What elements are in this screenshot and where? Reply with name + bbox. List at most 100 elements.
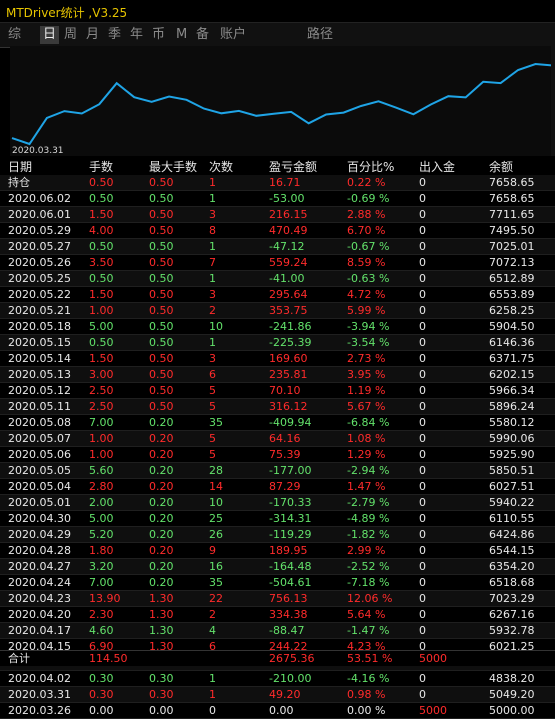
equity-line-svg bbox=[11, 62, 554, 146]
tab-7[interactable]: M bbox=[176, 27, 188, 42]
cell-cash-flow: 0 bbox=[419, 352, 426, 365]
cell-date: 2020.04.15 bbox=[8, 640, 71, 653]
table-row[interactable]: 持仓 0.50 0.50 1 16.71 0.22 % 0 7658.65 bbox=[0, 175, 555, 191]
table-row[interactable]: 2020.05.04 2.80 0.20 14 87.29 1.47 % 0 6027.51 bbox=[0, 479, 555, 495]
cell-balance: 5940.22 bbox=[489, 496, 535, 509]
cell-max-lots: 0.50 bbox=[149, 400, 174, 413]
cell-count: 1 bbox=[209, 688, 216, 701]
table-row[interactable]: 2020.05.05 5.60 0.20 28 -177.00 -2.94 % 0 5850.… bbox=[0, 463, 555, 479]
table-row[interactable]: 2020.05.12 2.50 0.50 5 70.10 1.19 % 0 5966.34 bbox=[0, 383, 555, 399]
tab-10[interactable]: 路径 bbox=[307, 27, 334, 42]
tab-2[interactable]: 周 bbox=[64, 27, 78, 42]
cell-percent: 3.95 % bbox=[347, 368, 386, 381]
cell-pnl: -41.00 bbox=[269, 272, 305, 285]
header-lots[interactable]: 手数 bbox=[89, 160, 114, 174]
cell-cash-flow: 0 bbox=[419, 608, 426, 621]
cell-cash-flow: 0 bbox=[419, 400, 426, 413]
cell-balance: 7072.13 bbox=[489, 256, 535, 269]
cell-count: 5 bbox=[209, 432, 216, 445]
tab-5[interactable]: 年 bbox=[130, 27, 144, 42]
cell-percent: 5.67 % bbox=[347, 400, 386, 413]
cell-cash-flow: 0 bbox=[419, 432, 426, 445]
cell-max-lots: 0.20 bbox=[149, 560, 174, 573]
cell-cash-flow: 0 bbox=[419, 240, 426, 253]
cell-date: 持仓 bbox=[8, 176, 30, 189]
cell-lots: 0.30 bbox=[89, 672, 114, 685]
tab-6[interactable]: 币 bbox=[152, 27, 166, 42]
table-row[interactable]: 2020.05.18 5.00 0.50 10 -241.86 -3.94 % 0 5904.… bbox=[0, 319, 555, 335]
cell-percent: -3.54 % bbox=[347, 336, 390, 349]
header-pnl[interactable]: 盈亏金额 bbox=[269, 160, 318, 174]
table-row[interactable]: 2020.04.17 4.60 1.30 4 -88.47 -1.47 % 0 5932.78 bbox=[0, 623, 555, 639]
cell-count: 26 bbox=[209, 528, 223, 541]
table-row[interactable]: 2020.05.13 3.00 0.50 6 235.81 3.95 % 0 6202.15 bbox=[0, 367, 555, 383]
table-row[interactable]: 2020.05.14 1.50 0.50 3 169.60 2.73 % 0 6371.75 bbox=[0, 351, 555, 367]
cell-pnl: 756.13 bbox=[269, 592, 308, 605]
cell-lots: 5.60 bbox=[89, 464, 114, 477]
cell-pnl: -47.12 bbox=[269, 240, 305, 253]
header-count[interactable]: 次数 bbox=[209, 160, 234, 174]
tab-8[interactable]: 备 bbox=[196, 27, 210, 42]
table-row[interactable]: 2020.03.26 0.00 0.00 0 0.00 0.00 % 5000 5000.00 bbox=[0, 703, 555, 719]
cell-lots: 3.00 bbox=[89, 368, 114, 381]
cell-percent: -6.84 % bbox=[347, 416, 390, 429]
table-row[interactable]: 2020.04.28 1.80 0.20 9 189.95 2.99 % 0 6544.15 bbox=[0, 543, 555, 559]
table-row[interactable]: 2020.04.02 0.30 0.30 1 -210.00 -4.16 % 0 4838.2… bbox=[0, 671, 555, 687]
table-row[interactable]: 2020.05.11 2.50 0.50 5 316.12 5.67 % 0 5896.24 bbox=[0, 399, 555, 415]
tab-9[interactable]: 账户 bbox=[220, 27, 247, 42]
tab-3[interactable]: 月 bbox=[86, 27, 100, 42]
table-row[interactable]: 2020.05.01 2.00 0.20 10 -170.33 -2.79 % 0 5940.… bbox=[0, 495, 555, 511]
chart-scrollbar[interactable] bbox=[551, 46, 555, 156]
header-percent[interactable]: 百分比% bbox=[347, 160, 395, 174]
cell-max-lots: 0.50 bbox=[149, 256, 174, 269]
cell-date: 2020.05.29 bbox=[8, 224, 71, 237]
table-row[interactable]: 2020.05.25 0.50 0.50 1 -41.00 -0.63 % 0 6512.89 bbox=[0, 271, 555, 287]
table-row[interactable]: 2020.04.23 13.90 1.30 22 756.13 12.06 % 0 7023.… bbox=[0, 591, 555, 607]
cell-max-lots: 0.00 bbox=[149, 704, 174, 717]
table-row[interactable]: 2020.05.06 1.00 0.20 5 75.39 1.29 % 0 5925.90 bbox=[0, 447, 555, 463]
total-percent: 53.51 % bbox=[347, 652, 393, 665]
cell-balance: 6027.51 bbox=[489, 480, 535, 493]
table-row[interactable]: 2020.06.02 0.50 0.50 1 -53.00 -0.69 % 0 7658.65 bbox=[0, 191, 555, 207]
cell-pnl: -504.61 bbox=[269, 576, 312, 589]
table-row[interactable]: 2020.05.15 0.50 0.50 1 -225.39 -3.54 % 0 6146.3… bbox=[0, 335, 555, 351]
header-max-lots[interactable]: 最大手数 bbox=[149, 160, 198, 174]
cell-max-lots: 0.50 bbox=[149, 336, 174, 349]
table-row[interactable]: 2020.05.22 1.50 0.50 3 295.64 4.72 % 0 6553.89 bbox=[0, 287, 555, 303]
header-date[interactable]: 日期 bbox=[8, 160, 33, 174]
cell-lots: 2.00 bbox=[89, 496, 114, 509]
cell-date: 2020.05.01 bbox=[8, 496, 71, 509]
table-row[interactable]: 2020.04.20 2.30 1.30 2 334.38 5.64 % 0 6267.16 bbox=[0, 607, 555, 623]
cell-cash-flow: 0 bbox=[419, 176, 426, 189]
table-row[interactable]: 2020.04.29 5.20 0.20 26 -119.29 -1.82 % 0 6424.… bbox=[0, 527, 555, 543]
header-cash-flow[interactable]: 出入金 bbox=[419, 160, 456, 174]
cell-date: 2020.04.30 bbox=[8, 512, 71, 525]
cell-count: 5 bbox=[209, 400, 216, 413]
total-cash-flow: 5000 bbox=[419, 652, 447, 665]
table-row[interactable]: 2020.04.24 7.00 0.20 35 -504.61 -7.18 % 0 6518.… bbox=[0, 575, 555, 591]
tab-1[interactable]: 日 bbox=[40, 26, 60, 44]
table-row[interactable]: 2020.05.29 4.00 0.50 8 470.49 6.70 % 0 7495.50 bbox=[0, 223, 555, 239]
table-row[interactable]: 2020.05.21 1.00 0.50 2 353.75 5.99 % 0 6258.25 bbox=[0, 303, 555, 319]
tab-0[interactable]: 综 bbox=[8, 27, 22, 42]
table-row[interactable]: 2020.04.30 5.00 0.20 25 -314.31 -4.89 % 0 6110.… bbox=[0, 511, 555, 527]
cell-lots: 7.00 bbox=[89, 416, 114, 429]
cell-count: 5 bbox=[209, 448, 216, 461]
table-row[interactable]: 2020.05.07 1.00 0.20 5 64.16 1.08 % 0 5990.06 bbox=[0, 431, 555, 447]
header-balance[interactable]: 余额 bbox=[489, 160, 514, 174]
cell-max-lots: 0.50 bbox=[149, 288, 174, 301]
table-row[interactable]: 2020.06.01 1.50 0.50 3 216.15 2.88 % 0 7711.65 bbox=[0, 207, 555, 223]
table-row[interactable]: 2020.05.26 3.50 0.50 7 559.24 8.59 % 0 7072.13 bbox=[0, 255, 555, 271]
cell-max-lots: 0.50 bbox=[149, 272, 174, 285]
title-bar: MTDriver统计 ,V3.25 bbox=[0, 0, 555, 22]
tab-4[interactable]: 季 bbox=[108, 27, 122, 42]
table-row[interactable]: 2020.05.08 7.00 0.20 35 -409.94 -6.84 % 0 5580.… bbox=[0, 415, 555, 431]
cell-max-lots: 0.50 bbox=[149, 304, 174, 317]
table-row[interactable]: 2020.03.31 0.30 0.30 1 49.20 0.98 % 0 5049.20 bbox=[0, 687, 555, 703]
cell-percent: 4.72 % bbox=[347, 288, 386, 301]
cell-percent: 2.99 % bbox=[347, 544, 386, 557]
cell-date: 2020.05.06 bbox=[8, 448, 71, 461]
cell-balance: 5904.50 bbox=[489, 320, 535, 333]
table-row[interactable]: 2020.05.27 0.50 0.50 1 -47.12 -0.67 % 0 7025.01 bbox=[0, 239, 555, 255]
table-row[interactable]: 2020.04.27 3.20 0.20 16 -164.48 -2.52 % 0 6354.… bbox=[0, 559, 555, 575]
